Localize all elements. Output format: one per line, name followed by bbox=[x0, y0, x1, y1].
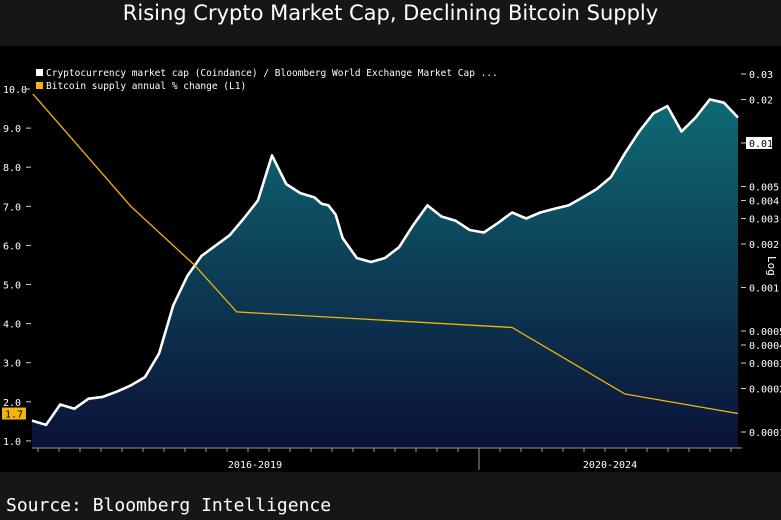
right-tick-label: 0.0005 bbox=[749, 327, 781, 338]
left-tick-label: 7.0 bbox=[3, 202, 21, 213]
left-last-value: 1.7 bbox=[5, 410, 23, 421]
left-tick-label: 1.0 bbox=[3, 437, 21, 448]
legend-label: Cryptocurrency market cap (Coindance) / … bbox=[46, 68, 498, 79]
x-tick-label: 2020-2024 bbox=[583, 460, 637, 471]
right-tick-label: 0.0002 bbox=[749, 384, 781, 395]
left-tick-label: 3.0 bbox=[3, 359, 21, 370]
right-tick-label: 0.02 bbox=[749, 95, 773, 106]
left-tick-label: 2.0 bbox=[3, 398, 21, 409]
left-tick-label: 10.0 bbox=[3, 85, 27, 96]
right-tick-label: 0.003 bbox=[749, 215, 779, 226]
right-tick-label: 0.0003 bbox=[749, 359, 781, 370]
legend-label: Bitcoin supply annual % change (L1) bbox=[46, 81, 246, 92]
chart-panel: 10.0 9.0 8.0 7.0 6.0 5.0 4.0 3.0 2.0 1.0 1.7 0.03 0… bbox=[0, 46, 781, 472]
chart-title: Rising Crypto Market Cap, Declining Bitc… bbox=[122, 1, 659, 25]
chart-svg: 10.0 9.0 8.0 7.0 6.0 5.0 4.0 3.0 2.0 1.0 1.7 0.03 0… bbox=[2, 64, 781, 471]
left-tick-label: 5.0 bbox=[3, 281, 21, 292]
right-tick-label: 0.004 bbox=[749, 196, 779, 207]
right-tick-label: 0.005 bbox=[749, 182, 779, 193]
right-tick-label: 0.002 bbox=[749, 240, 779, 251]
left-tick-label: 4.0 bbox=[3, 320, 21, 331]
legend-swatch bbox=[36, 82, 43, 89]
right-tick-label: 0.0001 bbox=[749, 428, 781, 439]
right-last-value-tag bbox=[746, 136, 772, 149]
left-tick-label: 8.0 bbox=[3, 163, 21, 174]
right-tick-label: 0.001 bbox=[749, 283, 779, 294]
right-last-value: 0.01 bbox=[749, 139, 773, 150]
x-tick-label: 2016-2019 bbox=[228, 460, 282, 471]
market-cap-line bbox=[31, 98, 739, 427]
right-axis-scale-label: Log bbox=[765, 256, 778, 276]
supply-line bbox=[31, 92, 739, 415]
market-cap-area bbox=[32, 99, 738, 449]
legend-swatch bbox=[36, 69, 43, 76]
legend-box bbox=[30, 64, 454, 94]
left-tick-label: 6.0 bbox=[3, 241, 21, 252]
title-band: Rising Crypto Market Cap, Declining Bitc… bbox=[0, 0, 781, 46]
right-tick-label: 0.03 bbox=[749, 70, 773, 81]
right-tick-label: 0.0004 bbox=[749, 341, 781, 352]
source-note: Source: Bloomberg Intelligence bbox=[6, 495, 332, 516]
left-last-value-tag bbox=[2, 407, 26, 420]
left-tick-label: 9.0 bbox=[3, 124, 21, 135]
